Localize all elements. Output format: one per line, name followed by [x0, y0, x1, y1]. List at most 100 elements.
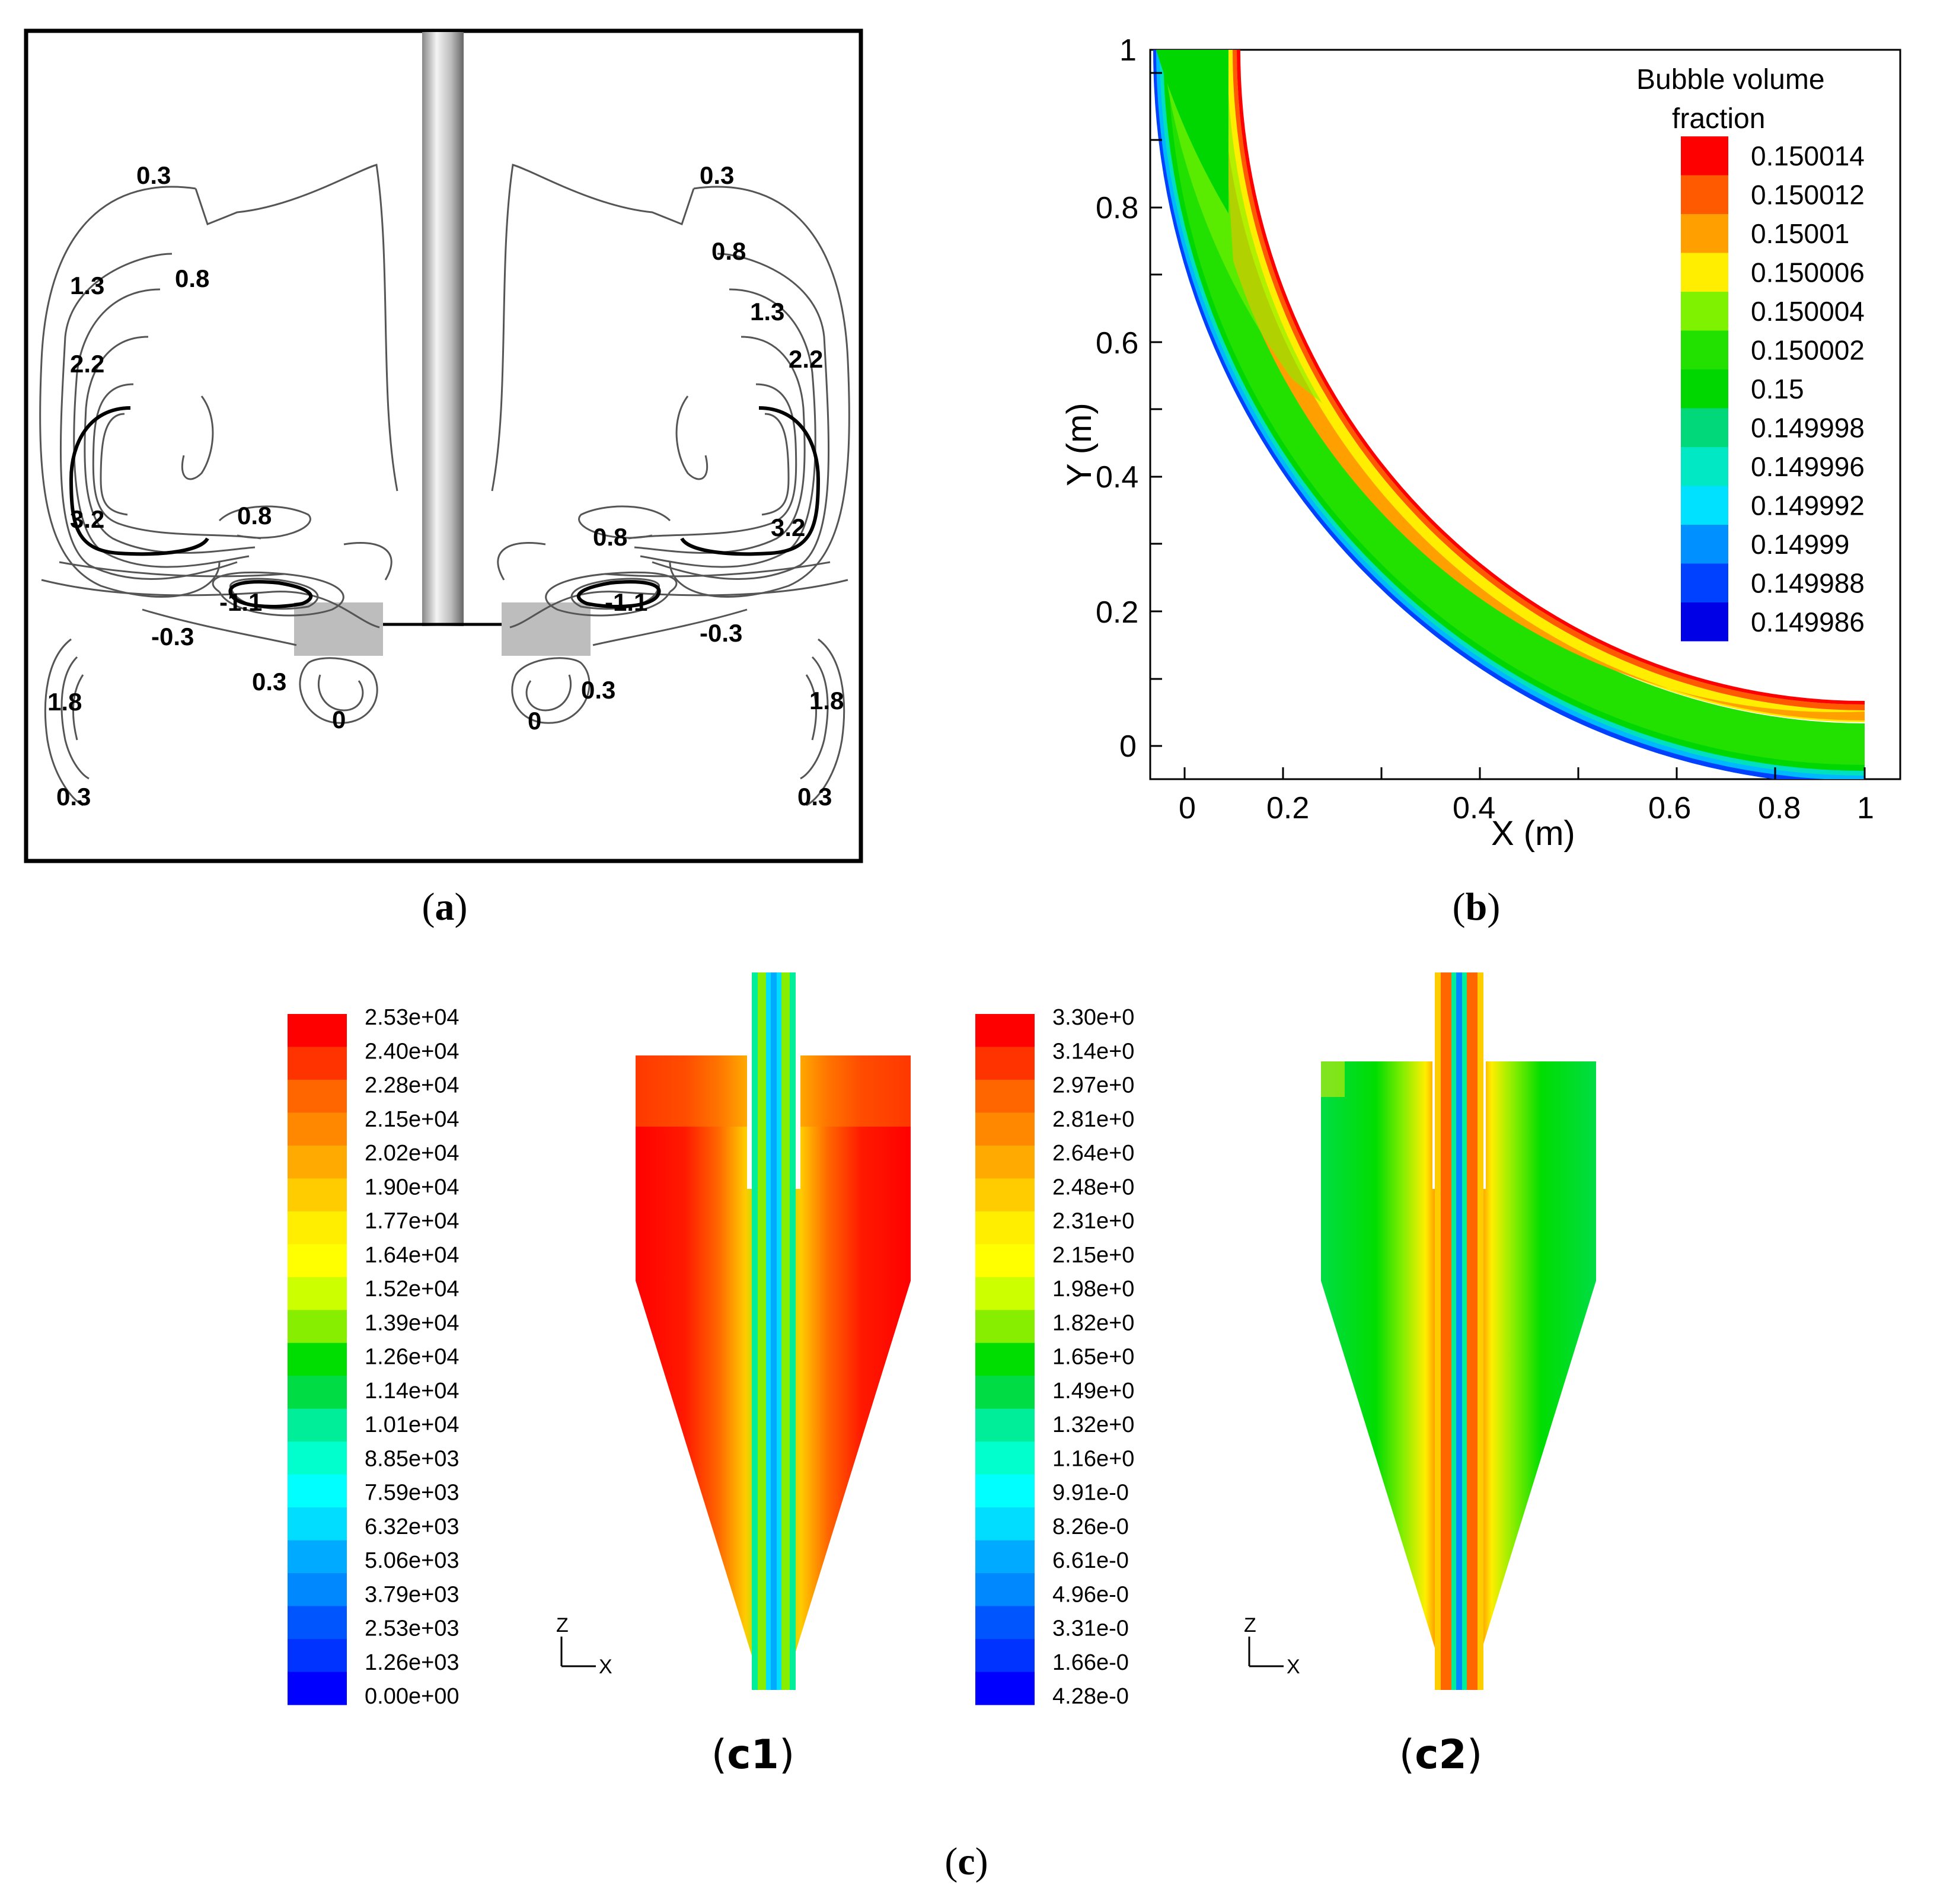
contour-label: 0 — [528, 707, 541, 735]
legend-swatch — [975, 1079, 1035, 1113]
panel-b-figure: 0 0.2 0.4 0.6 0.8 1 0 0.2 0.4 0.6 0.8 1 … — [1060, 33, 1901, 853]
legend-swatch — [975, 1112, 1035, 1146]
contour-label: 0.3 — [56, 783, 91, 811]
legend-label: 1.49e+0 — [1052, 1379, 1134, 1404]
legend-label: 1.52e+04 — [365, 1277, 459, 1302]
legend-swatch — [975, 1639, 1035, 1673]
contour-label: 0.3 — [252, 668, 286, 696]
panel-c1-figure: 2.53e+04 2.40e+04 2.28e+04 2.15e+04 2.02e+04… — [288, 972, 911, 1709]
legend-label: 0.150004 — [1751, 296, 1865, 327]
legend-label: 2.64e+0 — [1052, 1141, 1134, 1166]
y-tick: 1 — [1119, 33, 1137, 68]
impeller-blade-left — [294, 602, 383, 656]
legend-swatch — [288, 1474, 347, 1508]
legend-label: 2.97e+0 — [1052, 1073, 1134, 1098]
x-tick: 0 — [1179, 791, 1196, 825]
legend-b: 0.150014 0.150012 0.15001 0.150006 0.150004 0… — [1681, 136, 1865, 642]
y-axis-label: Y (m) — [1060, 403, 1099, 486]
legend-label: 0.150002 — [1751, 334, 1865, 365]
legend-label: 1.32e+0 — [1052, 1412, 1134, 1437]
legend-label: 1.16e+0 — [1052, 1446, 1134, 1471]
legend-swatch — [975, 1606, 1035, 1640]
legend-label: 8.26e-0 — [1052, 1514, 1129, 1539]
legend-swatch — [288, 1507, 347, 1541]
legend-swatch — [1681, 447, 1728, 486]
legend-swatch — [288, 1672, 347, 1705]
legend-label: 0.15 — [1751, 374, 1804, 404]
legend-swatch — [288, 1145, 347, 1179]
legend-label: 3.14e+0 — [1052, 1039, 1134, 1064]
x-tick: 0.4 — [1453, 791, 1495, 825]
legend-swatch — [288, 1014, 347, 1047]
legend-swatch — [975, 1540, 1035, 1574]
contour-label: 0.8 — [593, 523, 627, 551]
legend-swatch — [975, 1310, 1035, 1344]
legend-swatch — [975, 1211, 1035, 1245]
legend-label: 0.149988 — [1751, 567, 1865, 598]
legend-label: 6.32e+03 — [365, 1514, 459, 1539]
legend-label: 1.26e+04 — [365, 1345, 459, 1370]
legend-label: 1.65e+0 — [1052, 1345, 1134, 1370]
legend-swatch — [1681, 214, 1728, 253]
contour-label: 3.2 — [771, 514, 805, 541]
legend-label: 1.66e-0 — [1052, 1650, 1129, 1675]
legend-title: fraction — [1672, 103, 1765, 135]
axis-x-label: X — [1287, 1656, 1300, 1678]
legend-swatch — [288, 1376, 347, 1409]
legend-label: 1.90e+04 — [365, 1175, 459, 1200]
legend-label: 2.31e+0 — [1052, 1209, 1134, 1234]
legend-swatch — [1681, 175, 1728, 214]
contour-label: 0.8 — [711, 237, 746, 265]
legend-swatch — [288, 1244, 347, 1278]
contour-label: 0 — [332, 706, 346, 733]
legend-label: 0.150014 — [1751, 141, 1865, 171]
caption-c1: (c1) — [711, 1731, 795, 1778]
legend-swatch — [975, 1573, 1035, 1607]
legend-swatch — [1681, 525, 1728, 564]
legend-label: 0.150006 — [1751, 257, 1865, 288]
legend-label: 2.48e+0 — [1052, 1175, 1134, 1200]
legend-swatch — [975, 1408, 1035, 1442]
legend-swatch — [288, 1606, 347, 1640]
legend-label: 0.149996 — [1751, 451, 1865, 482]
contour-label: 1.8 — [47, 688, 82, 716]
legend-swatch — [975, 1672, 1035, 1705]
legend-swatch — [288, 1178, 347, 1212]
legend-swatch — [975, 1376, 1035, 1409]
legend-swatch — [975, 1145, 1035, 1179]
legend-label: 9.91e-0 — [1052, 1481, 1129, 1506]
legend-label: 0.149986 — [1751, 607, 1865, 637]
legend-label: 1.77e+04 — [365, 1209, 459, 1234]
legend-label: 0.14999 — [1751, 529, 1849, 560]
contour-label: -1.1 — [219, 588, 262, 616]
contour-label: 0.8 — [237, 502, 272, 530]
legend-swatch — [1681, 486, 1728, 525]
legend-swatch — [1681, 330, 1728, 369]
legend-label: 1.82e+0 — [1052, 1310, 1134, 1335]
y-tick: 0.8 — [1096, 191, 1138, 225]
legend-swatch — [975, 1178, 1035, 1212]
legend-label: 0.149992 — [1751, 490, 1865, 521]
legend-label: 2.40e+04 — [365, 1039, 459, 1064]
legend-label: 2.28e+04 — [365, 1073, 459, 1098]
y-tick: 0.6 — [1096, 326, 1138, 361]
legend-swatch — [288, 1639, 347, 1673]
x-axis-label: X (m) — [1491, 814, 1575, 853]
legend-swatch — [1681, 563, 1728, 602]
legend-c2: 3.30e+0 3.14e+0 2.97e+0 2.81e+0 2.64e+0 2.48e… — [975, 1005, 1134, 1709]
legend-swatch — [1681, 136, 1728, 176]
legend-label: 2.02e+04 — [365, 1141, 459, 1166]
legend-swatch — [288, 1441, 347, 1475]
axis-z-label: Z — [556, 1614, 569, 1637]
caption-c: (c) — [944, 1840, 988, 1883]
legend-swatch — [975, 1047, 1035, 1080]
y-tick: 0 — [1119, 729, 1137, 764]
legend-label: 3.79e+03 — [365, 1582, 459, 1607]
legend-swatch — [975, 1441, 1035, 1475]
impeller-blade-right — [502, 602, 591, 656]
contour-label: 0.3 — [136, 161, 171, 189]
x-tick: 0.2 — [1266, 791, 1309, 825]
legend-swatch — [1681, 602, 1728, 642]
x-tick: 0.8 — [1758, 791, 1801, 825]
legend-label: 6.61e-0 — [1052, 1548, 1129, 1573]
